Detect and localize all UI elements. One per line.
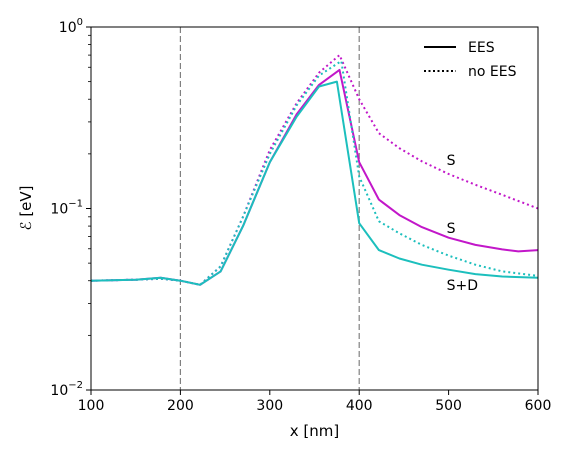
plot-area [90,27,539,390]
annotation-label: S [447,221,456,237]
x-tick-label: 600 [525,398,552,414]
legend-label-no-ees: no EES [468,64,517,80]
x-tick-label: 200 [167,398,194,414]
x-tick-label: 300 [256,398,283,414]
axis-ticks: 100 200 300 400 500 600 10−2 10−1 100 [50,17,551,414]
series-line-3 [90,60,539,286]
series-line-1 [90,54,539,286]
y-tick-label: 10−1 [50,199,83,218]
y-axis-label: ℰ [eV] [17,185,35,230]
y-tick-label: 100 [59,17,83,36]
y-tick-label: 10−2 [50,380,83,399]
annotations: S S S+D [447,153,478,294]
x-tick-label: 500 [435,398,462,414]
x-tick-label: 400 [346,398,373,414]
series-line-2 [90,80,539,286]
x-axis-label: x [nm] [290,422,339,440]
x-tick-label: 100 [78,398,105,414]
legend-label-ees: EES [468,40,495,56]
series-line-0 [90,68,539,286]
legend: EES no EES [424,40,517,80]
annotation-label: S+D [447,278,478,294]
annotation-label: S [447,153,456,169]
